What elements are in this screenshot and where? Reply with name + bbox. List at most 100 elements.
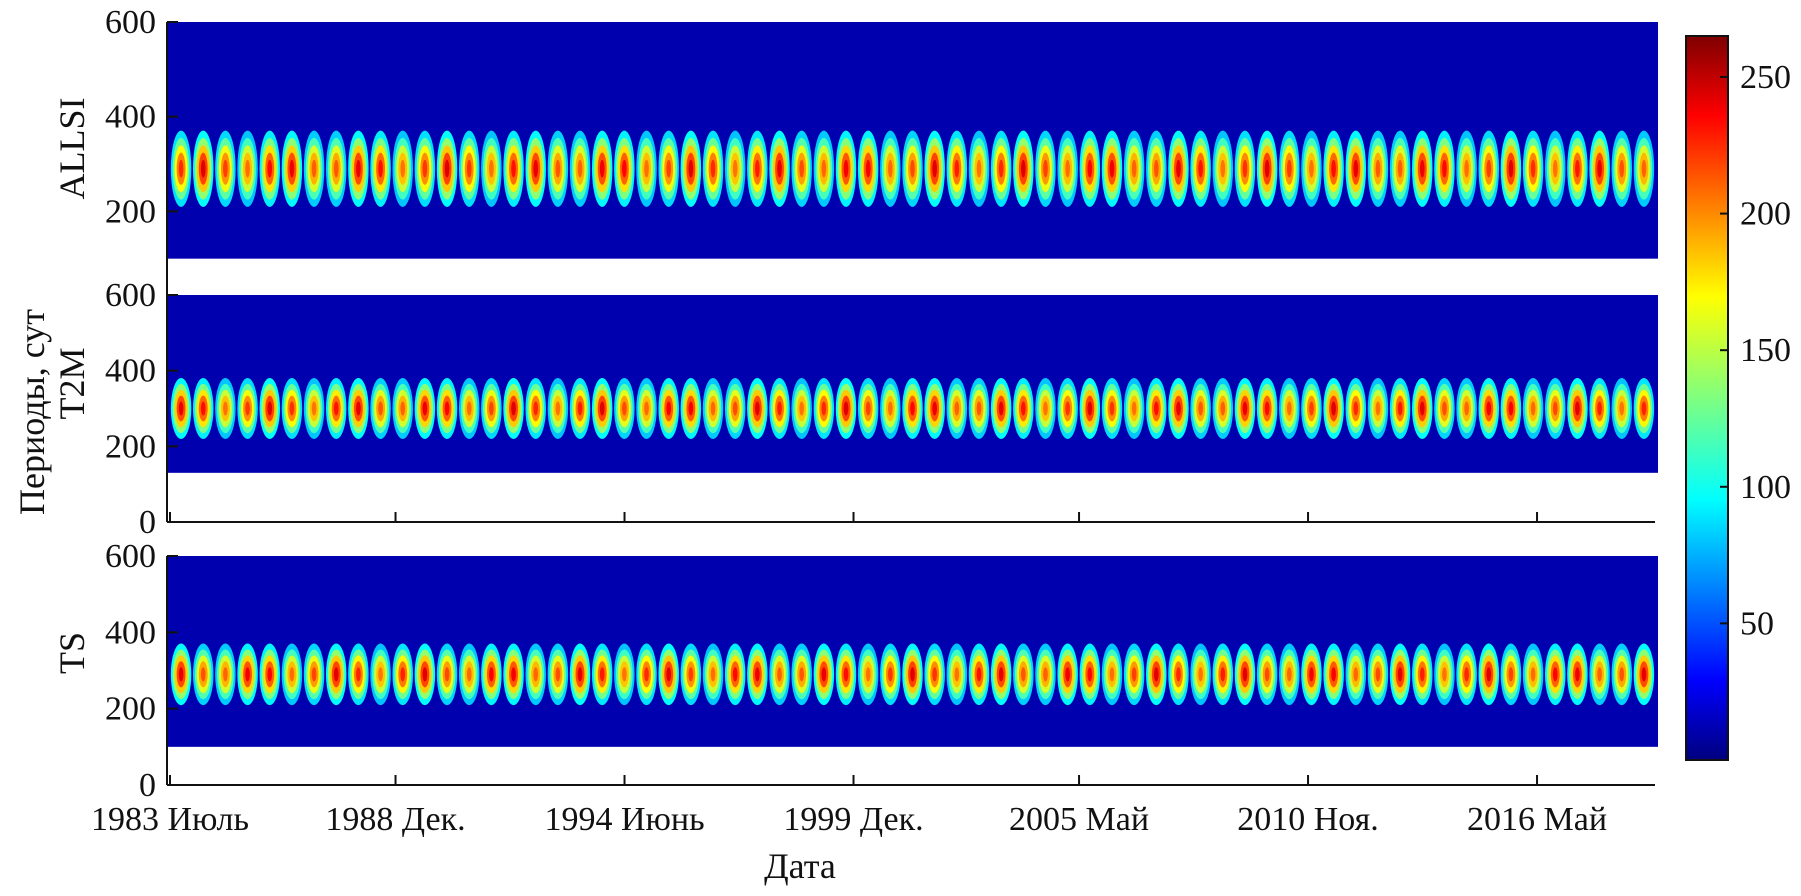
y-tick-label: 0 bbox=[139, 504, 156, 541]
panel-label: ALLSI bbox=[52, 98, 92, 200]
power-peak bbox=[547, 378, 569, 439]
power-peak bbox=[348, 130, 369, 207]
power-peak bbox=[569, 130, 591, 207]
x-tick-label: 1994 Июнь bbox=[544, 801, 704, 838]
power-peak bbox=[769, 378, 790, 439]
power-peak bbox=[813, 643, 835, 706]
power-peak bbox=[1057, 378, 1078, 439]
power-peak bbox=[1146, 378, 1167, 439]
power-peak bbox=[769, 130, 790, 207]
power-peak bbox=[1589, 643, 1610, 706]
power-peak bbox=[325, 643, 347, 706]
colorbar: 50 100 150 200 250 bbox=[1685, 35, 1791, 761]
power-peak bbox=[1611, 643, 1632, 706]
y-axis-title: Периоды, сут bbox=[12, 309, 52, 515]
power-peak bbox=[370, 130, 391, 207]
power-peak bbox=[1013, 378, 1034, 439]
power-peak bbox=[680, 130, 702, 207]
power-peak bbox=[436, 378, 458, 439]
power-peak bbox=[481, 643, 502, 706]
power-peak bbox=[1412, 378, 1433, 439]
colorbar-tick-label: 200 bbox=[1740, 196, 1791, 233]
power-peak bbox=[747, 130, 768, 207]
power-peak bbox=[1500, 130, 1522, 207]
power-peak bbox=[1146, 130, 1167, 207]
power-peak bbox=[1478, 378, 1500, 439]
x-tick-label: 2005 Май bbox=[1009, 801, 1149, 838]
power-peak bbox=[1212, 643, 1234, 706]
power-peak bbox=[813, 378, 835, 439]
x-tick-label: 2016 Май bbox=[1467, 801, 1607, 838]
power-peak bbox=[902, 643, 923, 706]
power-peak bbox=[1456, 378, 1477, 439]
power-peak bbox=[259, 378, 280, 439]
power-peak bbox=[680, 378, 702, 439]
power-peak bbox=[481, 378, 502, 439]
power-peak bbox=[591, 643, 613, 706]
y-tick-label: 200 bbox=[105, 193, 156, 230]
power-peak bbox=[591, 378, 613, 439]
power-peak bbox=[1035, 130, 1056, 207]
power-peak bbox=[1522, 130, 1544, 207]
power-peak bbox=[170, 378, 192, 439]
power-peak bbox=[747, 378, 768, 439]
power-peak bbox=[946, 378, 968, 439]
power-peak bbox=[924, 643, 945, 706]
power-peak bbox=[1367, 643, 1389, 706]
colorbar-tick-label: 150 bbox=[1740, 332, 1791, 369]
power-peak bbox=[237, 378, 258, 439]
power-peak bbox=[503, 378, 524, 439]
power-peak bbox=[1345, 378, 1367, 439]
power-peak bbox=[281, 130, 303, 207]
x-tick-label: 1988 Дек. bbox=[325, 801, 465, 838]
power-peak bbox=[1500, 643, 1522, 706]
y-axis-ts: 0 200 400 600 bbox=[105, 538, 178, 804]
power-peak bbox=[1389, 378, 1411, 439]
power-peak bbox=[458, 643, 480, 706]
power-peak bbox=[747, 643, 768, 706]
power-peak bbox=[1079, 378, 1101, 439]
power-peak bbox=[636, 130, 657, 207]
power-peak bbox=[1234, 378, 1256, 439]
power-peak bbox=[902, 130, 923, 207]
power-peak bbox=[702, 643, 724, 706]
power-peak bbox=[1589, 378, 1610, 439]
power-peak bbox=[170, 643, 192, 706]
colorbar-tick-label: 50 bbox=[1740, 605, 1774, 642]
power-peak bbox=[990, 130, 1012, 207]
colorbar-tick-label: 250 bbox=[1740, 59, 1791, 96]
power-peak bbox=[436, 130, 458, 207]
power-peak bbox=[1123, 643, 1145, 706]
power-peak bbox=[1478, 130, 1500, 207]
power-peak bbox=[1190, 378, 1211, 439]
power-peak bbox=[547, 130, 569, 207]
power-peak bbox=[1633, 130, 1655, 207]
power-peak bbox=[259, 643, 280, 706]
power-peak bbox=[1190, 130, 1211, 207]
power-peak bbox=[414, 130, 436, 207]
power-peak bbox=[680, 643, 702, 706]
heatmap-panels: 200 400 600 ALLSI 0 200 400 600 T2M 0 200 400 600 TS bbox=[52, 4, 1658, 804]
power-peak bbox=[1567, 643, 1588, 706]
panel-allsi: 200 400 600 ALLSI bbox=[52, 4, 1658, 307]
power-peak bbox=[1434, 130, 1455, 207]
x-tick-label: 1983 Июль bbox=[91, 801, 249, 838]
power-peak bbox=[1611, 378, 1632, 439]
power-peak bbox=[1057, 643, 1078, 706]
power-peak bbox=[1456, 130, 1477, 207]
x-axis: 1983 Июль 1988 Дек. 1994 Июнь 1999 Дек. 2005… bbox=[91, 801, 1607, 838]
power-peak bbox=[791, 378, 812, 439]
power-peak bbox=[1301, 130, 1322, 207]
power-peak bbox=[325, 378, 347, 439]
power-peak bbox=[325, 130, 347, 207]
power-peak bbox=[990, 378, 1012, 439]
power-peak bbox=[481, 130, 502, 207]
power-peak bbox=[614, 378, 635, 439]
power-peak bbox=[547, 643, 569, 706]
power-peak bbox=[591, 130, 613, 207]
power-peak bbox=[458, 378, 480, 439]
x-tick-label: 2010 Ноя. bbox=[1237, 801, 1379, 838]
power-peak bbox=[1545, 378, 1566, 439]
power-peak bbox=[1234, 643, 1256, 706]
